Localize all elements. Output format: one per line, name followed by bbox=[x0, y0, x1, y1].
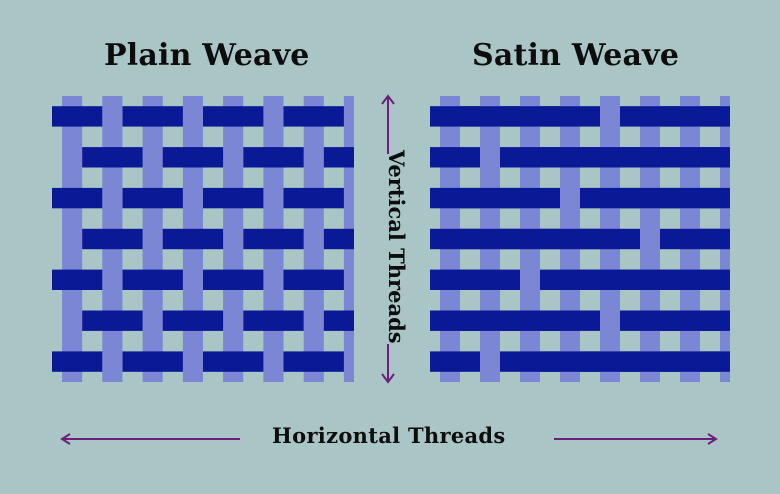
plain-vertical-thread bbox=[223, 96, 244, 382]
plain-horizontal-thread-segment bbox=[243, 310, 304, 331]
plain-horizontal-thread-segment bbox=[52, 187, 103, 209]
plain-horizontal-thread-segment bbox=[203, 187, 264, 209]
horizontal-arrow-right bbox=[554, 433, 718, 445]
plain-horizontal-thread-segment bbox=[243, 147, 304, 168]
plain-vertical-thread bbox=[142, 96, 163, 382]
satin-horizontal-thread-segment bbox=[700, 228, 730, 250]
plain-horizontal-thread-segment bbox=[203, 106, 264, 127]
plain-horizontal-thread-segment bbox=[82, 228, 143, 250]
satin-horizontal-thread-segment bbox=[500, 187, 560, 209]
vertical-threads-label: Vertical Threads bbox=[384, 150, 409, 344]
satin-vertical-thread bbox=[640, 96, 660, 382]
plain-weave-diagram bbox=[52, 96, 354, 382]
horizontal-threads-label: Horizontal Threads bbox=[272, 423, 506, 448]
plain-horizontal-thread-segment bbox=[162, 228, 224, 250]
satin-horizontal-thread-segment bbox=[540, 310, 600, 331]
vertical-arrow bbox=[381, 94, 395, 384]
plain-horizontal-thread-segment bbox=[323, 310, 354, 331]
plain-horizontal-thread-segment bbox=[122, 187, 183, 209]
plain-horizontal-thread-segment bbox=[122, 351, 183, 372]
plain-horizontal-thread-segment bbox=[203, 351, 264, 372]
plain-horizontal-thread-segment bbox=[283, 269, 344, 290]
satin-horizontal-thread-segment bbox=[580, 228, 640, 250]
satin-horizontal-thread-segment bbox=[460, 269, 520, 290]
plain-horizontal-thread-segment bbox=[52, 269, 103, 290]
plain-horizontal-thread-segment bbox=[162, 147, 224, 168]
plain-horizontal-thread-segment bbox=[243, 228, 304, 250]
plain-horizontal-thread-segment bbox=[283, 351, 344, 372]
plain-horizontal-thread-segment bbox=[82, 147, 143, 168]
plain-horizontal-thread-segment bbox=[82, 310, 143, 331]
satin-horizontal-thread-segment bbox=[430, 351, 480, 372]
plain-horizontal-thread-segment bbox=[283, 187, 344, 209]
plain-horizontal-thread-segment bbox=[283, 106, 344, 127]
satin-weave-title: Satin Weave bbox=[472, 38, 680, 73]
plain-vertical-thread bbox=[62, 96, 83, 382]
satin-horizontal-thread-segment bbox=[700, 187, 730, 209]
plain-horizontal-thread-segment bbox=[122, 269, 183, 290]
horizontal-arrow-left bbox=[60, 433, 240, 445]
satin-horizontal-thread-segment bbox=[430, 147, 480, 168]
satin-horizontal-thread-segment bbox=[700, 351, 730, 372]
plain-horizontal-thread-segment bbox=[52, 351, 103, 372]
plain-horizontal-thread-segment bbox=[122, 106, 183, 127]
satin-horizontal-thread-segment bbox=[540, 106, 600, 127]
plain-horizontal-thread-segment bbox=[52, 106, 103, 127]
plain-horizontal-thread-segment bbox=[162, 310, 224, 331]
plain-horizontal-thread-segment bbox=[323, 228, 354, 250]
plain-weave-title: Plain Weave bbox=[104, 38, 310, 73]
satin-horizontal-thread-segment bbox=[700, 310, 730, 331]
satin-horizontal-thread-segment bbox=[700, 269, 730, 290]
satin-horizontal-thread-segment bbox=[700, 147, 730, 168]
satin-horizontal-thread-segment bbox=[700, 106, 730, 127]
plain-horizontal-thread-segment bbox=[323, 147, 354, 168]
plain-vertical-thread bbox=[303, 96, 324, 382]
plain-horizontal-thread-segment bbox=[203, 269, 264, 290]
satin-weave-diagram bbox=[430, 96, 730, 382]
